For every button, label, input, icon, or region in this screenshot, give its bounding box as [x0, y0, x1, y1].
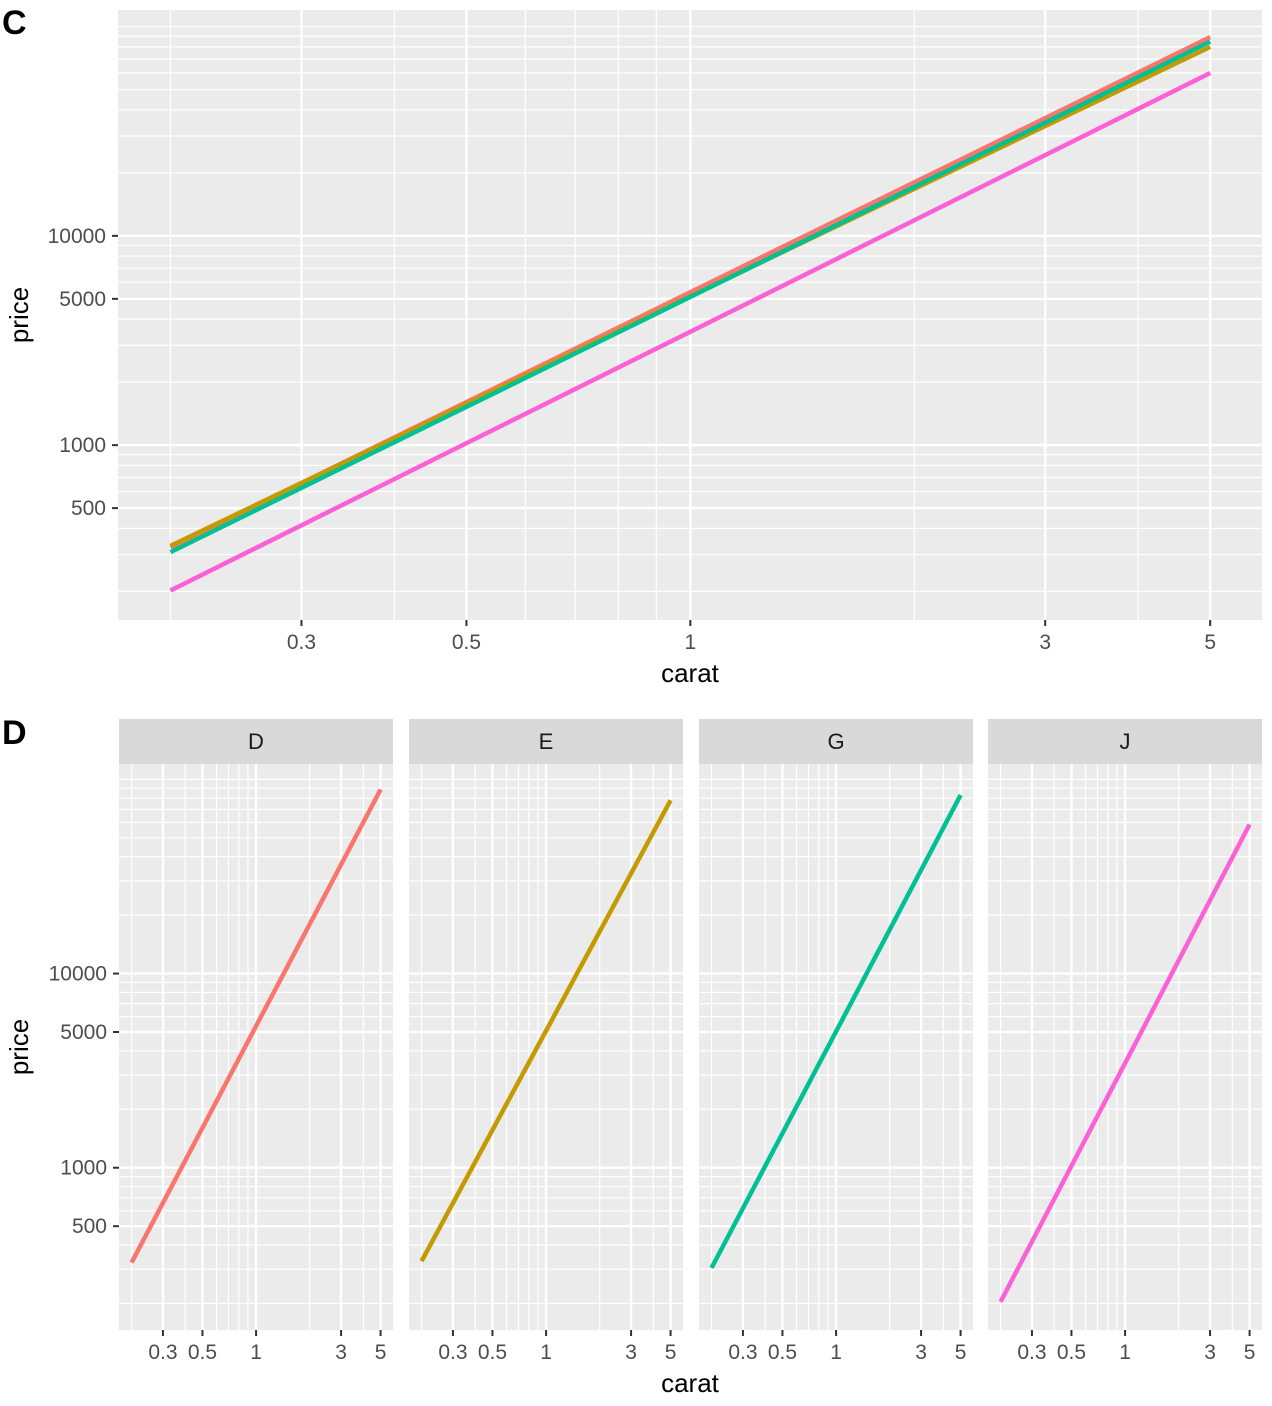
x-tick-label: 0.5 — [188, 1341, 217, 1364]
y-axis-title: price — [4, 287, 34, 343]
x-tick-label: 0.3 — [728, 1341, 757, 1364]
x-tick-label: 5 — [665, 1341, 677, 1364]
y-tick-label: 500 — [71, 497, 106, 520]
y-tick-label: 5000 — [59, 288, 106, 311]
series-line-E — [419, 799, 673, 1263]
x-tick-label: 0.5 — [1057, 1341, 1086, 1364]
y-tick-label: 5000 — [60, 1021, 107, 1044]
series-line-G — [169, 39, 1212, 555]
x-tick-label: 3 — [625, 1341, 637, 1364]
x-tick-label: 1 — [830, 1341, 842, 1364]
facet-strip-label: J — [1120, 729, 1131, 754]
x-tick-label: 3 — [1039, 631, 1051, 654]
x-tick-label: 0.5 — [478, 1341, 507, 1364]
x-tick-label: 3 — [915, 1341, 927, 1364]
x-tick-label: 0.3 — [1017, 1341, 1046, 1364]
x-tick-label: 3 — [1204, 1341, 1216, 1364]
y-tick-label: 1000 — [59, 434, 106, 457]
facet-strip — [988, 719, 1262, 764]
facet-strip-label: E — [539, 729, 554, 754]
x-tick-label: 1 — [1119, 1341, 1131, 1364]
x-axis-title: carat — [661, 658, 720, 688]
x-tick-label: 1 — [540, 1341, 552, 1364]
x-tick-label: 1 — [684, 631, 696, 654]
y-tick-label: 10000 — [48, 225, 106, 248]
series-line-G — [709, 794, 963, 1269]
x-tick-label: 0.5 — [768, 1341, 797, 1364]
x-tick-label: 5 — [955, 1341, 967, 1364]
x-tick-label: 5 — [375, 1341, 387, 1364]
panel-tag: D — [2, 714, 27, 752]
facet-strip-label: D — [248, 729, 264, 754]
series-line-D — [129, 788, 383, 1264]
x-tick-label: 0.3 — [287, 631, 316, 654]
facet-strip — [409, 719, 683, 764]
x-tick-label: 0.3 — [148, 1341, 177, 1364]
x-tick-label: 1 — [250, 1341, 262, 1364]
x-tick-label: 3 — [335, 1341, 347, 1364]
y-tick-label: 500 — [72, 1215, 107, 1238]
x-axis-title: carat — [661, 1368, 720, 1398]
series-line-J — [998, 823, 1252, 1303]
y-tick-label: 1000 — [60, 1157, 107, 1180]
x-tick-label: 5 — [1204, 631, 1216, 654]
panel-tag: C — [2, 4, 27, 42]
facet-strip-label: G — [827, 729, 844, 754]
series-line-J — [169, 70, 1212, 593]
y-tick-label: 10000 — [49, 963, 107, 986]
y-axis-title: price — [4, 1019, 34, 1075]
facet-strip — [119, 719, 393, 764]
x-tick-label: 5 — [1244, 1341, 1256, 1364]
facet-strip — [699, 719, 973, 764]
x-tick-label: 0.3 — [438, 1341, 467, 1364]
x-tick-label: 0.5 — [452, 631, 481, 654]
